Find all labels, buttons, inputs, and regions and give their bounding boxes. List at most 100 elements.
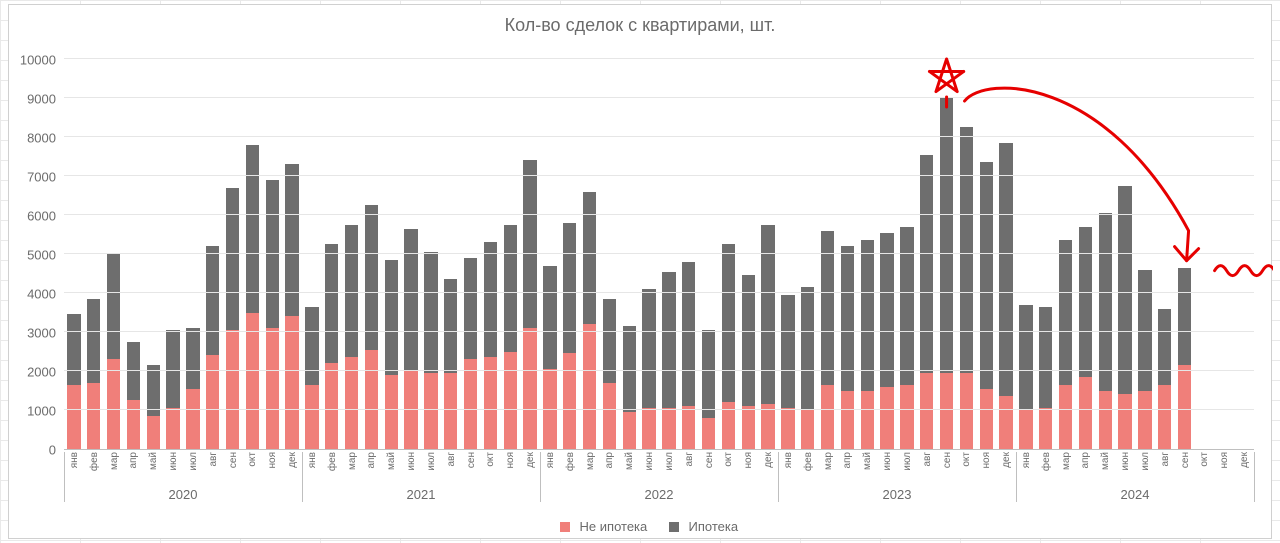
bar-seg-series0 <box>1079 377 1092 449</box>
bar-seg-series0 <box>365 350 378 449</box>
gridline <box>64 409 1254 410</box>
bar-seg-series1 <box>841 246 854 390</box>
gridline <box>64 292 1254 293</box>
month-label: авг <box>446 452 457 467</box>
bar-seg-series0 <box>305 385 318 449</box>
year-separator <box>540 452 541 502</box>
year-label: 2024 <box>1121 487 1150 502</box>
y-tick-label: 7000 <box>27 170 56 185</box>
bar-seg-series1 <box>464 258 477 359</box>
bar-seg-series0 <box>404 371 417 449</box>
gridline <box>64 331 1254 332</box>
month-label: мар <box>109 452 120 470</box>
month-label: ноя <box>505 452 516 469</box>
month-label: янв <box>1021 452 1032 468</box>
month-label: янв <box>783 452 794 468</box>
month-label: окт <box>1199 452 1210 467</box>
bar-column <box>87 299 100 449</box>
bar-seg-series0 <box>87 383 100 449</box>
bar-seg-series1 <box>186 328 199 388</box>
month-label: июл <box>426 452 437 471</box>
month-label: фев <box>565 452 576 471</box>
year-label: 2023 <box>883 487 912 502</box>
bar-seg-series1 <box>543 266 556 369</box>
bar-seg-series0 <box>702 418 715 449</box>
month-label: июн <box>168 452 179 471</box>
bar-seg-series0 <box>523 328 536 449</box>
bar-seg-series0 <box>781 408 794 449</box>
bar-column <box>523 160 536 449</box>
month-label: авг <box>1160 452 1171 467</box>
month-label: ноя <box>743 452 754 469</box>
month-label: май <box>862 452 873 470</box>
month-label: авг <box>922 452 933 467</box>
bar-seg-series1 <box>444 279 457 373</box>
bar-seg-series1 <box>365 205 378 349</box>
bar-seg-series0 <box>1158 385 1171 449</box>
bar-seg-series1 <box>1039 307 1052 408</box>
month-label: май <box>148 452 159 470</box>
bar-seg-series0 <box>1178 365 1191 449</box>
bar-column <box>980 162 993 449</box>
month-label: авг <box>208 452 219 467</box>
bar-seg-series1 <box>880 233 893 387</box>
month-label: сен <box>1180 452 1191 468</box>
bar-column <box>841 246 854 449</box>
bar-seg-series0 <box>385 375 398 449</box>
bar-column <box>742 275 755 449</box>
bar-seg-series1 <box>1079 227 1092 377</box>
bar-seg-series0 <box>147 416 160 449</box>
y-axis-labels: 0100020003000400050006000700080009000100… <box>9 60 59 450</box>
y-tick-label: 5000 <box>27 248 56 263</box>
bar-seg-series0 <box>880 387 893 449</box>
bar-column <box>563 223 576 449</box>
legend-label-0: Не ипотека <box>580 519 648 534</box>
month-label: дек <box>763 452 774 468</box>
month-label: дек <box>525 452 536 468</box>
bar-seg-series1 <box>127 342 140 401</box>
bar-seg-series0 <box>266 328 279 449</box>
bar-seg-series1 <box>642 289 655 408</box>
bar-seg-series0 <box>444 373 457 449</box>
month-label: июл <box>1140 452 1151 471</box>
x-axis-year-labels: 20202021202220232024 <box>64 487 1254 507</box>
bar-column <box>1158 309 1171 449</box>
bar-seg-series1 <box>523 160 536 328</box>
bar-column <box>1138 270 1151 449</box>
month-label: ноя <box>267 452 278 469</box>
bar-seg-series1 <box>404 229 417 371</box>
month-label: мар <box>823 452 834 470</box>
month-label: мар <box>1061 452 1072 470</box>
bar-seg-series1 <box>285 164 298 316</box>
bar-seg-series1 <box>1118 186 1131 395</box>
legend-swatch-0 <box>560 522 570 532</box>
bar-seg-series1 <box>682 262 695 406</box>
bar-seg-series1 <box>325 244 338 363</box>
bar-seg-series0 <box>821 385 834 449</box>
bar-column <box>147 365 160 449</box>
month-label: янв <box>69 452 80 468</box>
bar-column <box>424 252 437 449</box>
bar-seg-series0 <box>920 373 933 449</box>
bar-column <box>1079 227 1092 449</box>
bar-seg-series1 <box>583 192 596 325</box>
gridline <box>64 253 1254 254</box>
bar-column <box>464 258 477 449</box>
bar-seg-series1 <box>246 145 259 313</box>
bar-seg-series1 <box>900 227 913 385</box>
bar-seg-series1 <box>67 314 80 384</box>
year-label: 2021 <box>407 487 436 502</box>
month-label: июл <box>188 452 199 471</box>
y-tick-label: 1000 <box>27 404 56 419</box>
bar-column <box>940 98 953 449</box>
bar-column <box>999 143 1012 449</box>
bar-seg-series1 <box>305 307 318 385</box>
bar-seg-series0 <box>801 410 814 449</box>
bar-column <box>345 225 358 449</box>
month-label: июн <box>1120 452 1131 471</box>
year-label: 2022 <box>645 487 674 502</box>
month-label: ноя <box>981 452 992 469</box>
bar-seg-series1 <box>226 188 239 330</box>
bar-seg-series0 <box>1039 408 1052 449</box>
bar-seg-series0 <box>1138 391 1151 450</box>
